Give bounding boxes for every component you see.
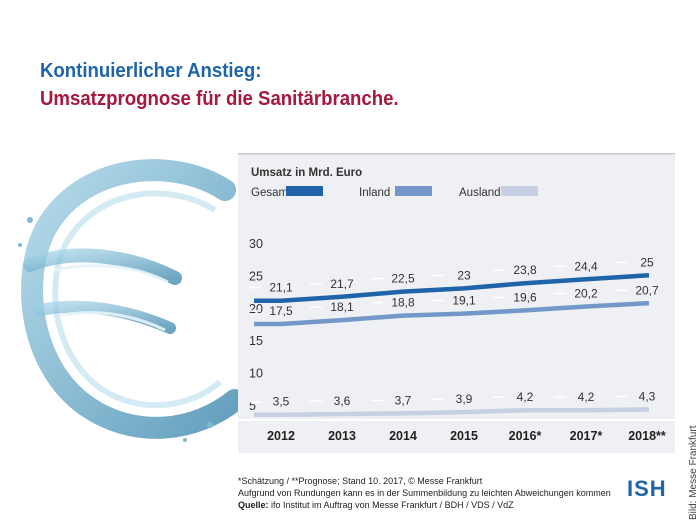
data-label: 24,4: [574, 259, 598, 273]
data-label: 19,1: [452, 294, 476, 308]
legend-label: Ausland: [459, 187, 501, 199]
source-text: ifo Institut im Auftrag von Messe Frankf…: [271, 500, 514, 510]
data-label: 20,7: [635, 283, 659, 297]
data-label: 3,9: [456, 392, 473, 406]
series-line: [254, 407, 650, 417]
data-label: 18,8: [391, 296, 415, 310]
y-tick-label: 5: [249, 399, 256, 413]
data-label: 20,2: [574, 287, 598, 301]
footnote-rounding: Aufgrund von Rundungen kann es in der Su…: [238, 488, 611, 498]
data-label: 19,6: [513, 290, 537, 304]
data-label: 23,8: [513, 263, 537, 277]
data-label: 3,7: [395, 393, 412, 407]
title-line-2: Umsatzprognose für die Sanitärbranche.: [40, 88, 399, 110]
x-tick-label: 2013: [328, 429, 356, 443]
legend-label: Gesamt: [251, 187, 292, 199]
x-tick-label: 2016*: [509, 429, 542, 443]
source-label: Quelle:: [238, 500, 269, 510]
water-euro-splash: [18, 159, 246, 442]
x-tick-label: 2014: [389, 429, 417, 443]
title-line-1: Kontinuierlicher Anstieg:: [40, 60, 262, 82]
footnote-source: Quelle: ifo Institut im Auftrag von Mess…: [238, 499, 611, 511]
y-tick-label: 25: [249, 269, 263, 283]
y-tick-label: 20: [249, 302, 263, 316]
x-tick-label: 2017*: [570, 429, 603, 443]
data-label: 22,5: [391, 272, 415, 286]
data-label: 3,6: [334, 394, 351, 408]
legend-swatch: [501, 186, 538, 196]
legend-label: Inland: [359, 187, 390, 199]
y-tick-label: 30: [249, 237, 263, 251]
data-label: 4,3: [639, 390, 656, 404]
data-label: 4,2: [517, 390, 534, 404]
x-tick-label: 2018**: [628, 429, 666, 443]
data-label: 25: [640, 255, 654, 269]
image-credit: Bild: Messe Frankfurt: [688, 425, 699, 520]
x-tick-label: 2015: [450, 429, 478, 443]
data-label: 23: [457, 268, 471, 282]
data-label: 21,1: [269, 281, 293, 295]
chart-panel: [238, 153, 675, 453]
y-tick-label: 10: [249, 367, 263, 381]
data-label: 21,7: [330, 277, 354, 291]
series-line: [254, 301, 650, 327]
ish-logo: ISH: [627, 476, 667, 501]
legend-swatch: [395, 186, 432, 196]
data-label: 17,5: [269, 304, 293, 318]
chart-title: Umsatz in Mrd. Euro: [251, 167, 362, 179]
data-label: 18,1: [330, 300, 354, 314]
y-tick-label: 15: [249, 334, 263, 348]
footnotes: *Schätzung / **Prognose; Stand 10. 2017,…: [238, 475, 611, 511]
data-label: 4,2: [578, 390, 595, 404]
legend-swatch: [286, 186, 323, 196]
series-line: [254, 273, 650, 303]
data-label: 3,5: [273, 395, 290, 409]
x-tick-label: 2012: [267, 429, 295, 443]
footnote-estimate: *Schätzung / **Prognose; Stand 10. 2017,…: [238, 476, 483, 486]
